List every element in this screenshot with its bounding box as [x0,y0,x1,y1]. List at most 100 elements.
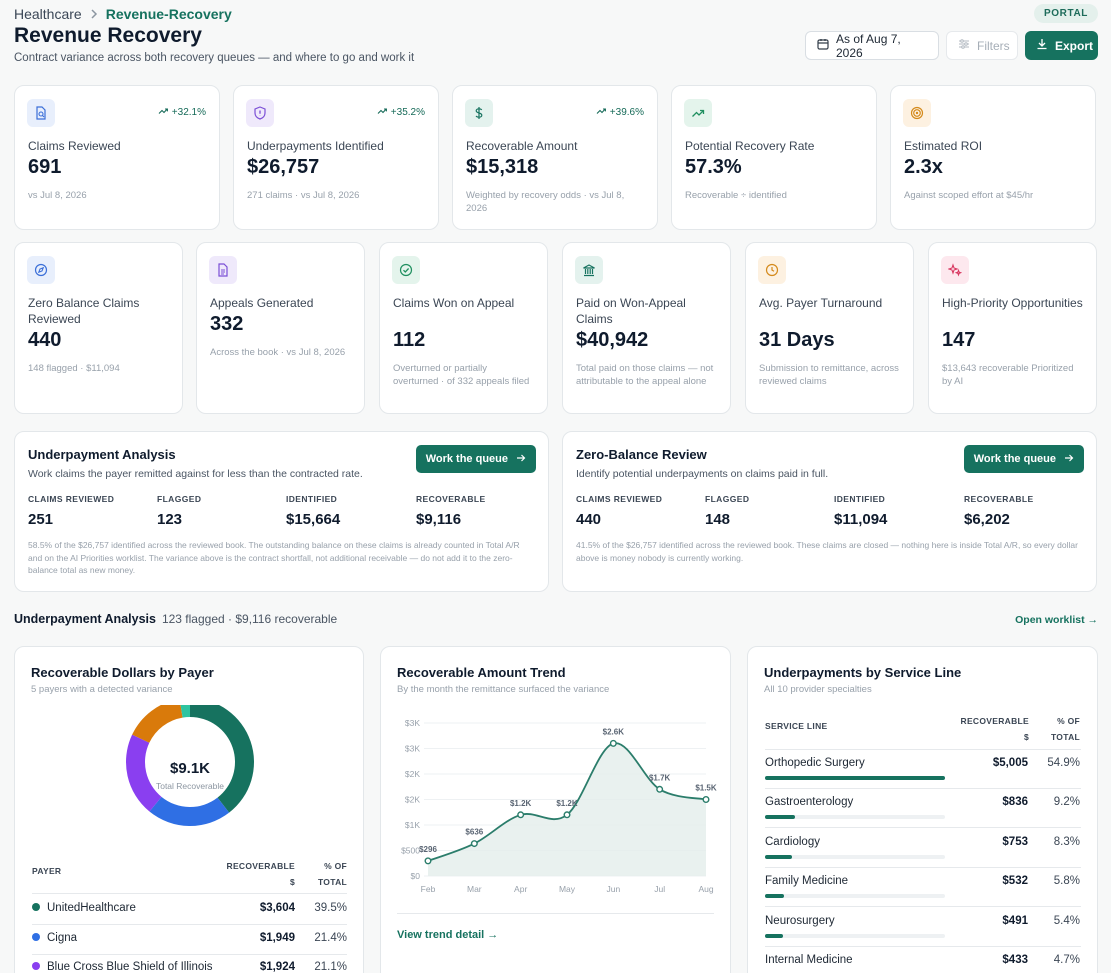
kpi-label: Zero Balance Claims Reviewed [28,296,140,326]
service-bar-fill [765,815,795,820]
payer-row[interactable]: Blue Cross Blue Shield of Illinois $1,924… [32,961,348,973]
service-row[interactable]: Gastroenterology $836 9.2% [765,796,1081,826]
trend-area-chart: $0 $500 $1K $2K $2K $3K $3K $296 Feb $636 Mar $1.2K… [401,718,717,894]
payer-name: Cigna [47,931,78,944]
trend-point[interactable] [563,811,571,819]
kpi-card: Appeals Generated 332 Across the book · vs… [196,242,365,414]
panel-stat-value: 123 [157,511,183,528]
work-queue-button[interactable]: Work the queue [415,445,536,473]
work-queue-label: Work the queue [973,453,1056,465]
service-bar-fill [765,894,784,899]
service-recoverable: $836 [1002,796,1028,809]
kpi-note: vs Jul 8, 2026 [28,190,87,201]
donut-slice[interactable] [125,734,162,812]
y-tick-label: $2K [405,795,420,805]
kpi-value: 440 [28,329,62,351]
kpi-label: High-Priority Opportunities [942,296,1083,310]
service-recoverable: $753 [1002,835,1028,848]
panel-stat-label: FLAGGED [705,494,750,504]
kpi-value: 2.3x [904,156,943,178]
payer-row[interactable]: Cigna $1,949 21.4% [32,932,348,952]
panel-stat: RECOVERABLE $9,116 [416,494,486,528]
portal-badge: PORTAL [1034,4,1098,23]
payer-color-dot [32,962,40,970]
kpi-card: Zero Balance Claims Reviewed 440 148 flagg… [14,242,183,414]
table-divider [32,893,347,894]
trend-point[interactable] [470,840,478,848]
export-label: Export [1055,38,1094,53]
x-tick-label: Feb [421,884,436,894]
payer-name: Blue Cross Blue Shield of Illinois [47,961,213,973]
trend-point[interactable] [702,795,710,803]
kpi-note: Across the book · vs Jul 8, 2026 [210,347,346,358]
service-row[interactable]: Orthopedic Surgery $5,005 54.9% [765,757,1081,787]
panel-stat-value: 148 [705,511,731,528]
payer-donut-chart [125,705,254,826]
service-line-name: Gastroenterology [765,796,854,809]
calendar-icon [817,38,829,53]
kpi-delta-value: +39.6% [609,107,644,118]
kpi-card: +39.6% Recoverable Amount $15,318 Weighted … [452,85,658,230]
payer-card-title: Recoverable Dollars by Payer [31,665,214,680]
donut-slice[interactable] [149,796,230,826]
breadcrumb-parent[interactable]: Healthcare [14,6,82,22]
payer-card-subtitle: 5 payers with a detected variance [31,684,173,695]
kpi-label: Claims Won on Appeal [393,296,515,310]
row-divider [32,924,347,925]
y-tick-label: $3K [405,744,420,754]
row-divider [765,827,1081,829]
service-row[interactable]: Neurosurgery $491 5.4% [765,915,1081,945]
panel-stat: CLAIMS REVIEWED 440 [576,494,662,528]
panel-stat: CLAIMS REVIEWED 251 [28,494,114,528]
compass-icon [27,256,55,284]
data-label: $1.2K [510,799,532,808]
service-pct: 54.9% [1047,757,1080,769]
check-circle-icon [392,256,420,284]
payer-recoverable: $3,604 [259,902,295,914]
service-bar-fill [765,854,792,859]
chevron-right-icon [90,7,98,22]
filters-button[interactable]: Filters [946,31,1018,60]
panel-stat-label: CLAIMS REVIEWED [28,494,115,504]
data-label: $2.6K [603,727,625,736]
open-worklist-link[interactable]: Open worklist → [1015,614,1098,626]
download-icon [1036,38,1048,53]
trend-point[interactable] [517,811,525,819]
payer-name-cell: UnitedHealthcare [32,902,136,914]
donut-slice[interactable] [180,705,190,718]
y-tick-label: $0 [411,871,421,881]
service-line-card: Underpayments by Service Line All 10 pro… [747,646,1098,973]
sliders-icon [958,38,970,53]
service-row[interactable]: Internal Medicine $433 4.7% [765,954,1081,973]
service-row[interactable]: Cardiology $753 8.3% [765,836,1081,866]
panel-stat-value: 440 [576,511,602,528]
service-line-name: Orthopedic Surgery [765,757,865,769]
kpi-note: 148 flagged · $11,094 [28,363,120,374]
x-tick-label: Jul [654,884,665,894]
shield-alert-icon [246,99,274,127]
payer-name-cell: Cigna [32,932,77,944]
trend-point[interactable] [424,857,432,865]
kpi-card: Claims Won on Appeal 112 Overturned or par… [379,242,548,414]
trend-card: Recoverable Amount Trend By the month th… [380,646,731,973]
underpayment-panel: Underpayment Analysis Work claims the pay… [14,431,549,592]
kpi-value: $40,942 [576,329,649,351]
payer-row[interactable]: UnitedHealthcare $3,604 39.5% [32,902,348,922]
kpi-label: Claims Reviewed [28,139,121,153]
donut-slice[interactable] [132,705,183,743]
view-trend-detail-link[interactable]: View trend detail → [397,929,499,941]
panel-stat-value: $15,664 [286,511,341,528]
date-button[interactable]: As of Aug 7, 2026 [805,31,939,60]
service-bar-track [765,933,945,938]
work-queue-button[interactable]: Work the queue [963,445,1084,473]
export-button[interactable]: Export [1025,31,1098,60]
breadcrumb: Healthcare Revenue-Recovery [14,6,232,22]
search-document-icon [27,99,55,127]
col-service-pct: % OF TOTAL [1050,716,1080,742]
trend-point[interactable] [656,785,664,793]
x-tick-label: May [559,884,576,894]
trend-point[interactable] [609,739,617,747]
col-payer: PAYER [32,866,62,876]
donut-slice[interactable] [190,705,254,813]
service-row[interactable]: Family Medicine $532 5.8% [765,875,1081,905]
